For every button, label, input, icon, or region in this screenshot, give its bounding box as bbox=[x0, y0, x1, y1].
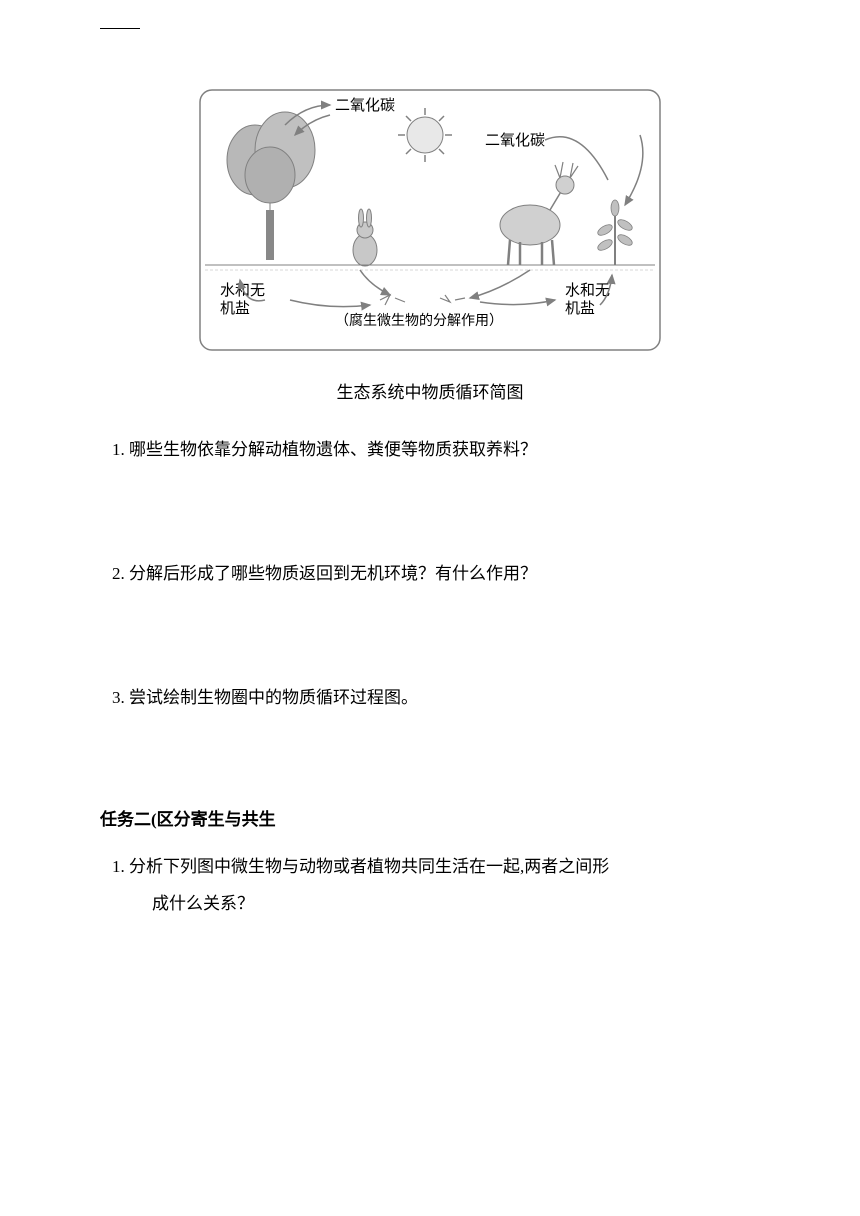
section-2-title: 任务二(区分寄生与共生 bbox=[100, 805, 760, 830]
question-1: 1. 哪些生物依靠分解动植物遗体、粪便等物质获取养料？ bbox=[100, 433, 760, 467]
question-2: 2. 分解后形成了哪些物质返回到无机环境？有什么作用？ bbox=[100, 557, 760, 591]
debris-icon bbox=[380, 295, 465, 305]
plant-icon bbox=[596, 200, 634, 265]
co2-right-label: 二氧化碳 bbox=[485, 132, 545, 149]
diagram-caption: 生态系统中物质循环简图 bbox=[100, 378, 760, 403]
question-3: 3. 尝试绘制生物圈中的物质循环过程图。 bbox=[100, 681, 760, 715]
section-2-q1-line2: 成什么关系？ bbox=[100, 885, 760, 922]
section-2-q1-line1: 1. 分析下列图中微生物与动物或者植物共同生活在一起,两者之间形 bbox=[100, 848, 760, 885]
water-right-label-2: 机盐 bbox=[565, 300, 595, 317]
water-left-label-1: 水和无 bbox=[220, 282, 265, 299]
tree-icon bbox=[227, 112, 315, 260]
water-left-label-2: 机盐 bbox=[220, 300, 250, 317]
co2-left-label: 二氧化碳 bbox=[335, 97, 395, 114]
water-right-label-1: 水和无 bbox=[565, 282, 610, 299]
rabbit-icon bbox=[353, 209, 377, 266]
top-border-line bbox=[100, 28, 140, 29]
sun-icon bbox=[398, 108, 452, 162]
decomposer-label: （腐生微生物的分解作用） bbox=[335, 312, 503, 329]
deer-icon bbox=[500, 162, 578, 265]
ecosystem-diagram: 二氧化碳 二氧化碳 水和无 机盐 水和无 机盐 （腐生微生物的分解作用） bbox=[190, 80, 670, 360]
